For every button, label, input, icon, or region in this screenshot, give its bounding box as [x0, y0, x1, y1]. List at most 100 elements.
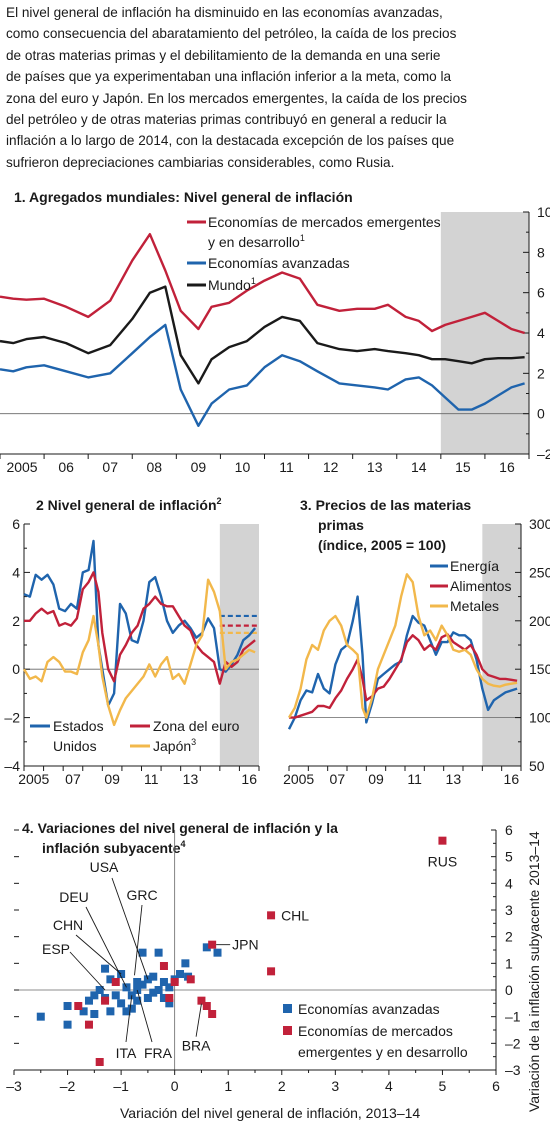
panel3-title-line1: 3. Precios de las materias — [300, 497, 471, 513]
scatter-point-advanced — [202, 943, 211, 952]
x-tick-label: 6 — [492, 1078, 500, 1094]
scatter-point-advanced — [133, 978, 142, 986]
panel3-title-line2: primas — [318, 517, 364, 533]
scatter-point-emerging — [101, 996, 110, 1005]
scatter-point-advanced — [165, 999, 174, 1008]
x-tick-label: 2005 — [6, 459, 37, 475]
panel1-title: 1. Agregados mundiales: Nivel general de… — [14, 189, 353, 205]
y-tick-label: 100 — [529, 710, 550, 726]
x-tick-label: 09 — [104, 771, 120, 787]
label-leader-line — [195, 1003, 202, 1037]
label-leader-line — [134, 904, 143, 976]
legend-label-emerging: Economías de mercados — [298, 1023, 453, 1039]
x-tick-label: 5 — [439, 1078, 447, 1094]
scatter-point-emerging — [186, 975, 195, 984]
scatter-point-emerging — [95, 1058, 104, 1066]
scatter-point-advanced — [159, 978, 168, 986]
scatter-point-advanced — [181, 959, 190, 968]
scatter-point-emerging — [197, 996, 206, 1005]
legend-label-emerging-2-sup: 1 — [300, 233, 305, 243]
x-tick-label: 2 — [278, 1078, 286, 1094]
legend-label-world-sup: 1 — [251, 276, 256, 286]
x-tick-label: –2 — [60, 1078, 76, 1094]
scatter-point-advanced — [95, 986, 104, 994]
scatter-point-advanced — [213, 948, 222, 957]
y-tick-label: –2 — [537, 446, 550, 462]
scatter-point-emerging — [170, 978, 179, 986]
scatter-point-advanced — [138, 948, 147, 957]
country-label: BRA — [182, 1038, 211, 1054]
legend-label-emerging-2: emergentes y en desarrollo — [298, 1044, 468, 1060]
country-label: CHL — [281, 907, 309, 923]
country-label: CHN — [53, 917, 83, 933]
y-tick-label: 2 — [12, 613, 20, 629]
y-tick-label: –4 — [4, 758, 20, 774]
y-tick-label: 5 — [505, 849, 513, 865]
x-tick-label: 4 — [385, 1078, 393, 1094]
x-tick-label: 2005 — [18, 771, 49, 787]
scatter-point-emerging — [438, 836, 447, 845]
series-line — [287, 573, 518, 719]
x-tick-label: 16 — [241, 771, 257, 787]
scatter-point-advanced — [111, 991, 120, 1000]
scatter-point-advanced — [90, 1010, 99, 1018]
legend-label-euro: Zona del euro — [153, 718, 240, 734]
scatter-point-advanced — [154, 948, 163, 957]
y-tick-label: 300 — [529, 516, 550, 532]
scatter-point-emerging — [84, 1020, 93, 1029]
scatter-point-advanced — [117, 999, 126, 1008]
x-tick-label: 3 — [331, 1078, 339, 1094]
country-label: RUS — [428, 854, 458, 870]
scatter-point-advanced — [149, 972, 158, 981]
intro-line: sufrieron depreciaciones cambiarias cons… — [6, 154, 395, 170]
panel3-title-line3: (índice, 2005 = 100) — [318, 537, 446, 553]
y-tick-label: 200 — [529, 613, 550, 629]
scatter-point-advanced — [176, 970, 185, 978]
label-leader-line — [125, 995, 133, 1043]
y-tick-label: 10 — [537, 204, 550, 220]
scatter-point-advanced — [154, 986, 163, 994]
panel4-ylabel: Variación de la inflación subyacente 201… — [526, 831, 542, 1112]
panel4-plot: –3 –2 –1 0 1 2 3 4 5 6 6 5 4 3 2 1 0 –1 –2 –3 RUS CHL JPN BRA US… — [6, 822, 521, 1094]
series-line — [0, 323, 525, 427]
x-tick-label: 08 — [147, 459, 163, 475]
x-tick-label: 07 — [102, 459, 118, 475]
x-tick-label: 16 — [504, 771, 520, 787]
intro-line: del petróleo y de otras materias primas … — [6, 112, 447, 128]
x-tick-label: 13 — [446, 771, 462, 787]
forecast-shading — [219, 524, 259, 766]
y-tick-label: 6 — [12, 516, 20, 532]
country-label: ITA — [116, 1045, 137, 1061]
y-tick-label: –3 — [505, 1062, 521, 1078]
x-tick-label: 1 — [224, 1078, 232, 1094]
y-tick-label: –2 — [505, 1035, 521, 1051]
panel4-title-line1: 4. Variaciones del nivel general de infl… — [22, 820, 338, 836]
country-label: USA — [90, 859, 119, 875]
x-tick-label: 09 — [191, 459, 207, 475]
x-tick-label: 16 — [499, 459, 515, 475]
country-label: GRC — [126, 887, 157, 903]
legend-label-japan: Japón3 — [153, 737, 196, 754]
legend-swatch-emerging — [283, 1026, 292, 1035]
x-tick-label: 15 — [455, 459, 471, 475]
scatter-point-advanced — [138, 980, 147, 989]
x-tick-label: 11 — [144, 771, 159, 787]
y-tick-label: 150 — [529, 661, 550, 677]
scatter-point-advanced — [149, 988, 158, 997]
scatter-point-emerging — [267, 967, 276, 976]
legend-swatch-advanced — [283, 1004, 292, 1013]
series-line — [289, 633, 518, 719]
y-tick-label: 8 — [537, 244, 545, 260]
x-tick-label: 2005 — [283, 771, 314, 787]
legend-label-advanced: Economías avanzadas — [208, 255, 350, 271]
intro-line: de otras materias primas y el debilitami… — [6, 47, 441, 63]
scatter-point-emerging — [208, 940, 217, 949]
scatter-point-advanced — [63, 1002, 72, 1010]
y-tick-label: 0 — [12, 661, 20, 677]
country-label: DEU — [59, 889, 89, 905]
panel4-title-line2-text: inflación subyacente — [42, 840, 181, 856]
x-tick-label: 14 — [411, 459, 427, 475]
panel2-title: 2 Nivel general de inflación2 — [36, 496, 222, 513]
scatter-point-advanced — [36, 1012, 45, 1021]
